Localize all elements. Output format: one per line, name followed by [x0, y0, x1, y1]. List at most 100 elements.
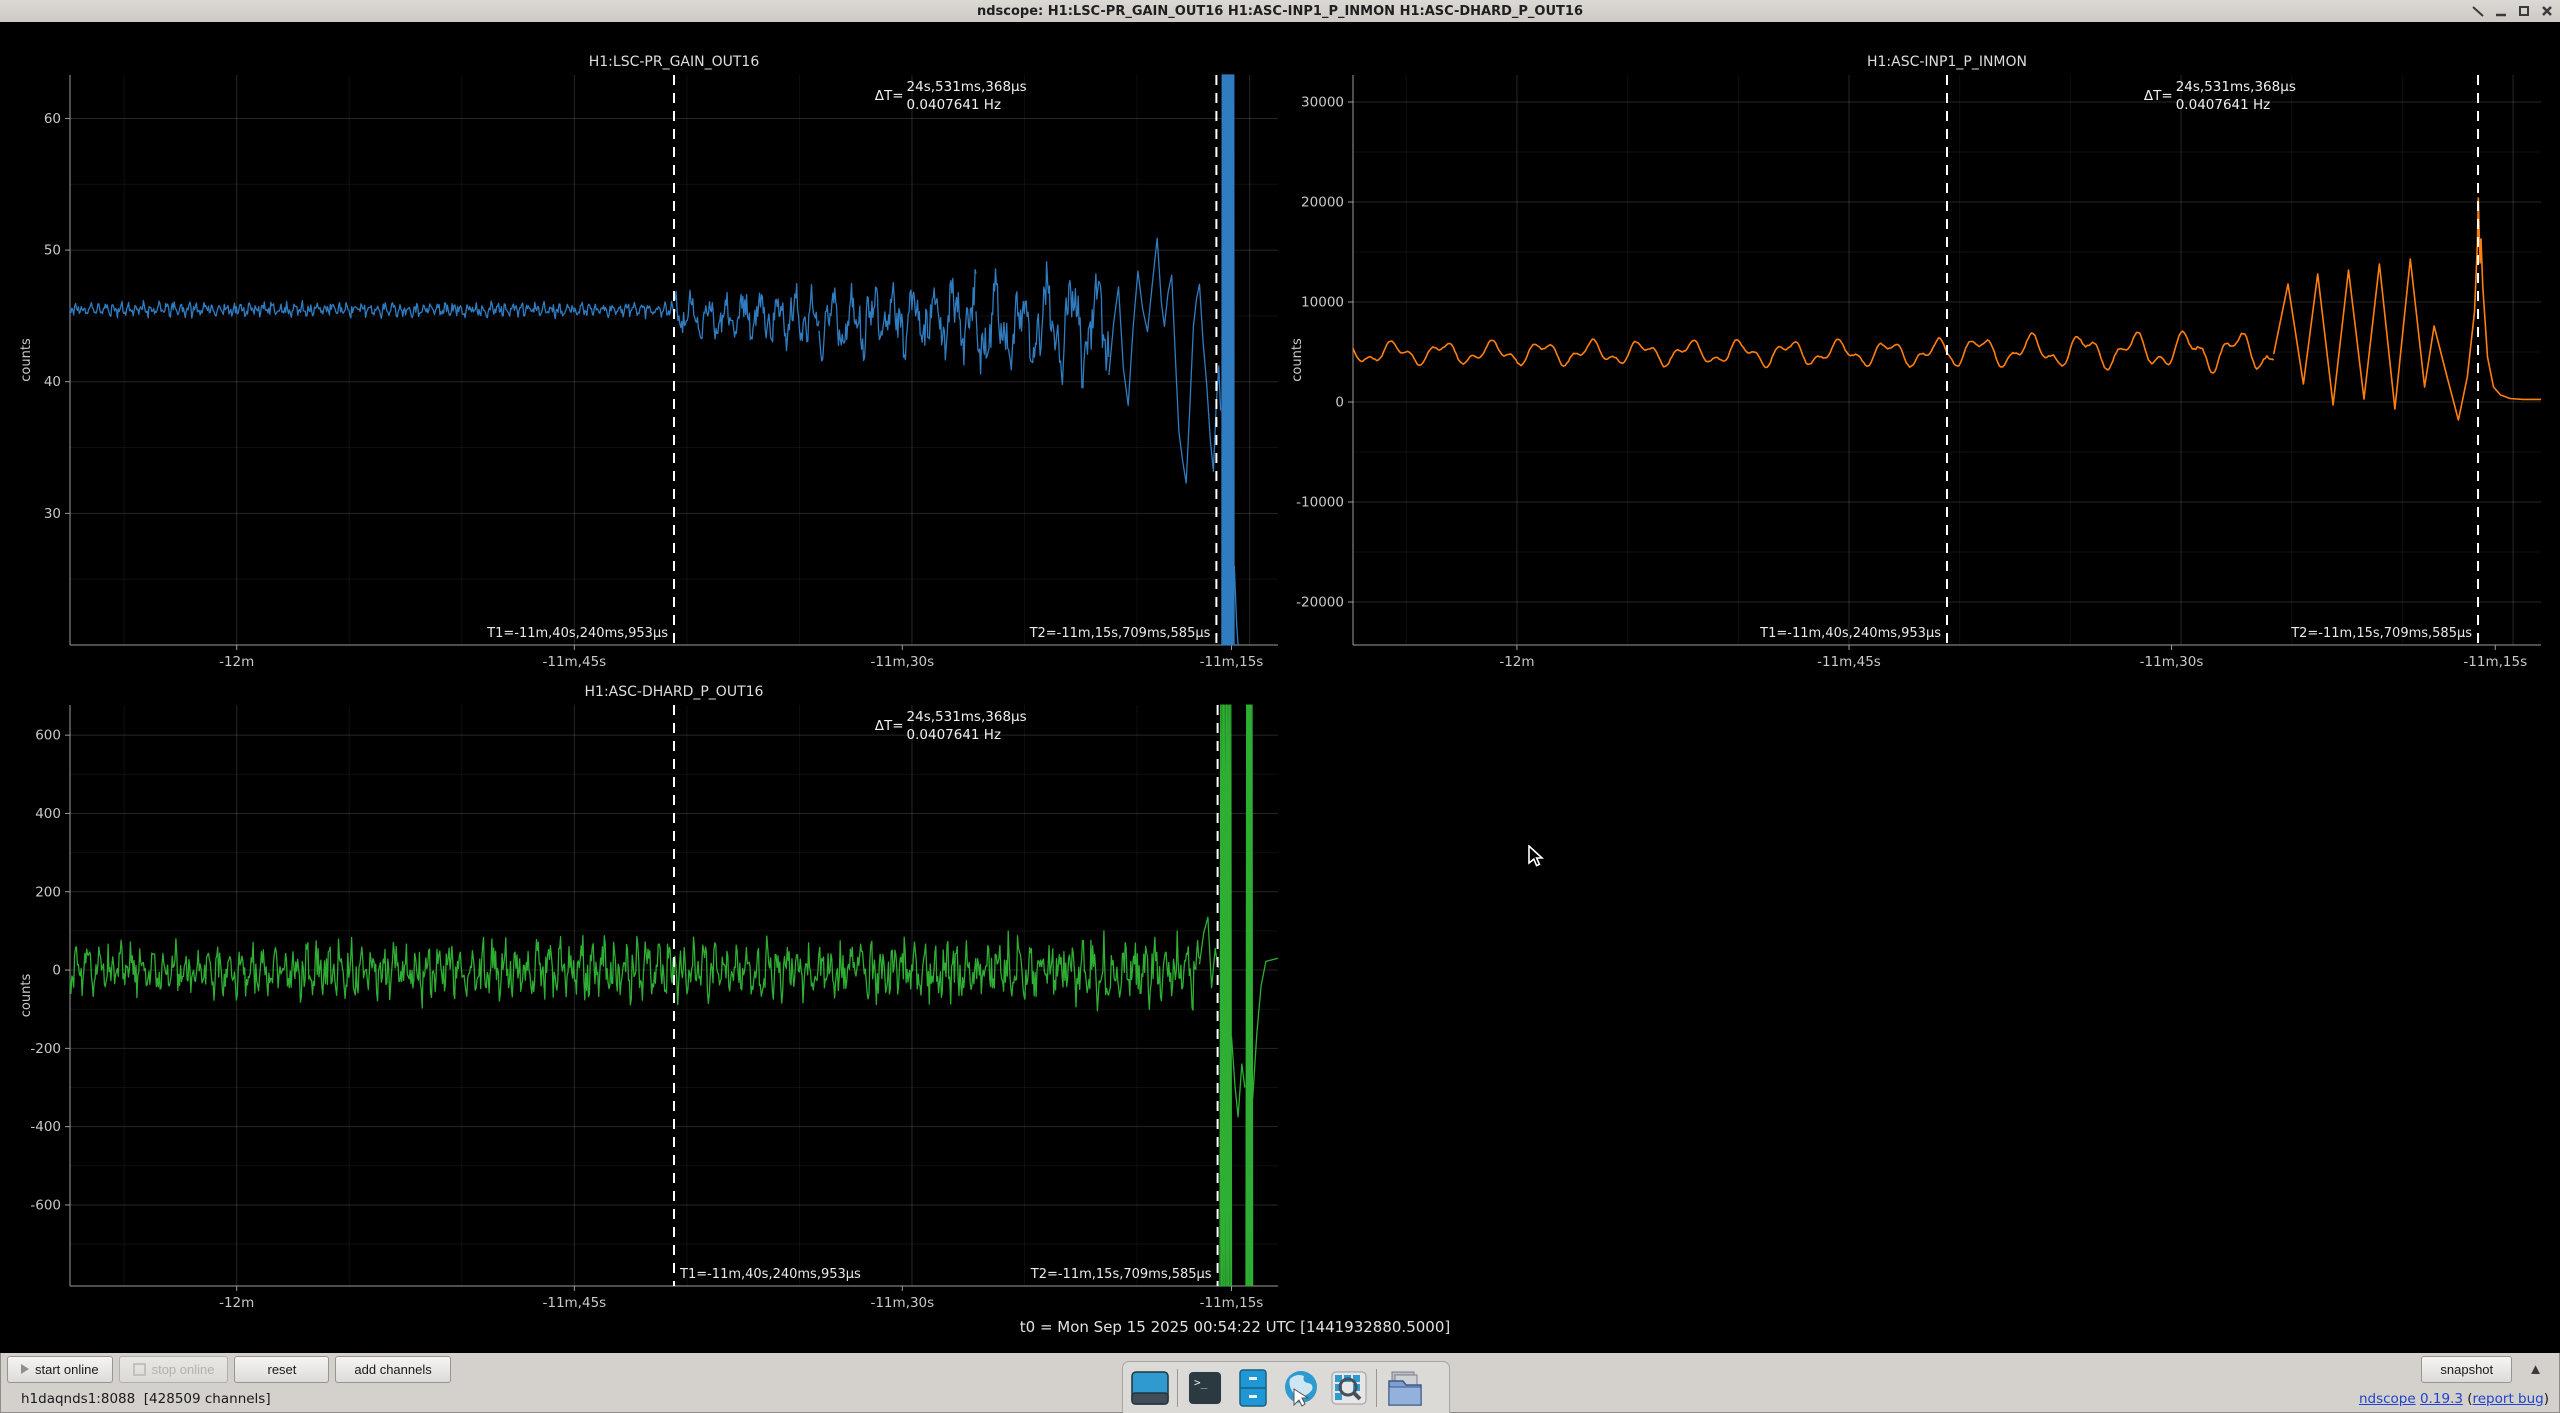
add-channels-label: add channels — [354, 1361, 432, 1377]
stop-online-label: stop online — [151, 1361, 215, 1377]
x-tick-label: -11m,45s — [542, 1295, 606, 1311]
plot-h1-asc-dhard-p-out16[interactable]: -600 -400 -200 0 200 400 600 -12m -11m,45s -11m,3… — [0, 670, 1281, 1318]
delta-t-value: 24s,531ms,368µs — [907, 79, 1027, 95]
trace — [1352, 337, 1948, 369]
window-titlebar[interactable]: ndscope: H1:LSC-PR_GAIN_OUT16 H1:ASC-INP… — [0, 0, 2560, 23]
stop-online-button[interactable]: stop online — [118, 1355, 229, 1383]
file-cabinet-icon[interactable] — [1232, 1367, 1274, 1409]
plot-title: H1:ASC-INP1_P_INMON — [1867, 54, 2027, 70]
start-online-label: start online — [35, 1361, 99, 1377]
delta-f-value: 0.0407641 Hz — [2176, 97, 2271, 113]
y-axis-label: counts — [19, 974, 34, 1018]
trace — [1233, 565, 1239, 645]
reset-button[interactable]: reset — [234, 1355, 330, 1383]
plot-h1-lsc-pr-gain-out16[interactable]: 30 40 50 60 -12m -11m,45s -11m,30s -11m,15s coun… — [0, 22, 1281, 670]
delta-t-value: 24s,531ms,368µs — [2176, 79, 2296, 95]
window-shade-icon[interactable] — [2471, 4, 2485, 18]
desktop-dock: >_ — [1122, 1361, 1450, 1413]
trace — [1221, 74, 1235, 646]
screenshot-tool-icon[interactable] — [1328, 1367, 1370, 1409]
terminal-icon[interactable]: >_ — [1184, 1367, 1226, 1409]
trace — [1108, 237, 1222, 484]
report-bug-link[interactable]: report bug — [2472, 1390, 2544, 1407]
y-tick-label: 40 — [44, 374, 61, 390]
y-tick-label: -600 — [30, 1197, 61, 1213]
trace — [1198, 916, 1219, 989]
trace — [975, 261, 1110, 389]
y-tick-label: 50 — [44, 243, 61, 259]
version-link[interactable]: 0.19.3 — [2419, 1390, 2463, 1407]
y-tick-label: -20000 — [1296, 595, 1344, 611]
y-tick-label: 30 — [44, 506, 61, 522]
web-browser-icon[interactable] — [1280, 1367, 1322, 1409]
trace — [69, 935, 675, 1009]
window-title: ndscope: H1:LSC-PR_GAIN_OUT16 H1:ASC-INP… — [977, 3, 1583, 19]
y-tick-label: 0 — [1335, 395, 1344, 411]
window-minimize-icon[interactable] — [2494, 4, 2508, 18]
delta-f-value: 0.0407641 Hz — [907, 97, 1002, 113]
dock-separator — [1177, 1368, 1178, 1407]
snapshot-button[interactable]: snapshot — [2421, 1355, 2513, 1383]
show-desktop-icon[interactable] — [1129, 1367, 1171, 1409]
x-tick-label: -11m,30s — [2140, 654, 2204, 670]
trace — [1219, 704, 1233, 1287]
plot-canvas: -600 -400 -200 0 200 400 600 -12m -11m,45s -11m,3… — [19, 684, 1279, 1311]
y-axis-label: counts — [1290, 338, 1305, 382]
y-tick-label: 400 — [35, 806, 61, 822]
trace — [674, 282, 820, 352]
t0-timestamp: t0 = Mon Sep 15 2025 00:54:22 UTC [14419… — [1019, 1318, 1451, 1336]
plot-h1-asc-inp1-p-inmon[interactable]: -20000 -10000 0 10000 20000 30000 -12m -11m,45s… — [1281, 22, 2560, 670]
t1-cursor-label: T1=-11m,40s,240ms,953µs — [1759, 626, 1941, 641]
y-tick-label: 60 — [44, 111, 61, 127]
y-tick-label: -400 — [30, 1119, 61, 1135]
stop-icon — [132, 1362, 146, 1376]
t1-cursor-label: T1=-11m,40s,240ms,953µs — [486, 626, 668, 641]
file-manager-icon[interactable] — [1383, 1367, 1425, 1409]
x-tick-label: -11m,30s — [870, 654, 934, 670]
play-icon — [21, 1364, 29, 1374]
delta-f-value: 0.0407641 Hz — [907, 727, 1002, 743]
x-tick-label: -11m,45s — [542, 654, 606, 670]
x-tick-label: -12m — [219, 1295, 254, 1311]
y-tick-label: 0 — [52, 963, 61, 979]
window-close-icon[interactable] — [2540, 4, 2554, 18]
delta-t-prefix: ΔT= — [2144, 88, 2173, 104]
trace — [2272, 197, 2541, 421]
t2-cursor-label: T2=-11m,15s,709ms,585µs — [1029, 626, 1211, 641]
y-tick-label: 20000 — [1301, 195, 1344, 211]
y-axis-label: counts — [19, 338, 34, 382]
version-info: ndscope 0.19.3 (report bug) — [2358, 1390, 2549, 1407]
trace — [69, 299, 676, 320]
x-tick-label: -11m,30s — [870, 1295, 934, 1311]
plot-grid: 30 40 50 60 -12m -11m,45s -11m,30s -11m,15s coun… — [0, 22, 2560, 1353]
add-channels-button[interactable]: add channels — [335, 1355, 451, 1383]
x-tick-label: -11m,15s — [2463, 654, 2527, 670]
y-tick-label: -200 — [30, 1041, 61, 1057]
x-tick-label: -11m,15s — [1200, 654, 1264, 670]
y-tick-label: 10000 — [1301, 295, 1344, 311]
nds-server-status: h1daqnds1:8088 [428509 channels] — [21, 1390, 271, 1407]
mouse-cursor — [1528, 844, 1548, 873]
ndscope-link[interactable]: ndscope — [2358, 1390, 2416, 1407]
dock-separator — [1376, 1368, 1377, 1407]
y-tick-label: 200 — [35, 884, 61, 900]
y-tick-label: 30000 — [1301, 95, 1344, 111]
x-tick-label: -11m,45s — [1817, 654, 1881, 670]
collapse-toolbar-button[interactable]: ▲ — [2522, 1360, 2549, 1379]
trace — [1946, 330, 2275, 374]
svg-text:>_: >_ — [1194, 1376, 1208, 1389]
plot-title: H1:ASC-DHARD_P_OUT16 — [585, 684, 764, 700]
trace — [1251, 957, 1279, 1100]
empty-plot-cell[interactable] — [1281, 670, 2560, 1318]
trace — [1230, 1036, 1246, 1118]
trace — [818, 268, 977, 366]
plot-canvas: -20000 -10000 0 10000 20000 30000 -12m -11m,45s… — [1290, 54, 2541, 670]
start-online-button[interactable]: start online — [7, 1355, 113, 1383]
t1-cursor-label: T1=-11m,40s,240ms,953µs — [679, 1267, 861, 1282]
delta-t-value: 24s,531ms,368µs — [907, 709, 1027, 725]
plot-title: H1:LSC-PR_GAIN_OUT16 — [589, 54, 760, 70]
trace — [1245, 704, 1254, 1287]
window-maximize-icon[interactable] — [2517, 4, 2531, 18]
t2-cursor-label: T2=-11m,15s,709ms,585µs — [1030, 1267, 1212, 1282]
trace — [673, 930, 1201, 1012]
